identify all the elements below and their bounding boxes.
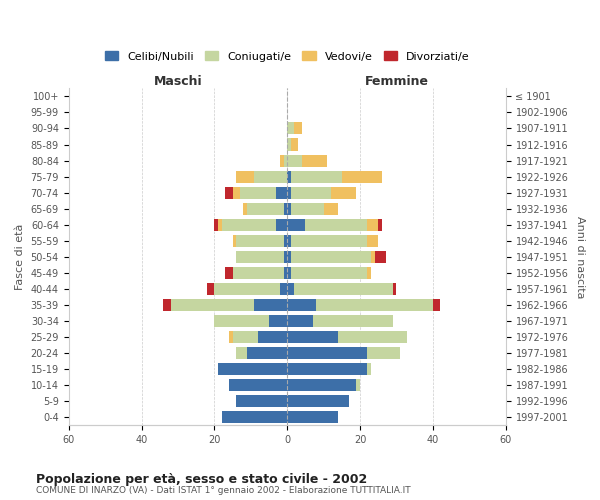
Bar	[323, 202, 338, 214]
Bar	[236, 170, 254, 182]
Bar	[393, 283, 397, 295]
Bar	[244, 202, 247, 214]
Bar	[284, 235, 287, 247]
Bar	[207, 283, 214, 295]
Bar	[287, 218, 305, 230]
Bar	[291, 202, 323, 214]
Bar	[291, 235, 367, 247]
Bar	[367, 363, 371, 375]
Bar	[287, 170, 291, 182]
Bar	[221, 218, 276, 230]
Bar	[287, 251, 291, 263]
Bar	[287, 138, 291, 150]
Bar	[233, 331, 258, 343]
Bar	[342, 170, 382, 182]
Text: COMUNE DI INARZO (VA) - Dati ISTAT 1° gennaio 2002 - Elaborazione TUTTITALIA.IT: COMUNE DI INARZO (VA) - Dati ISTAT 1° ge…	[36, 486, 410, 495]
Bar	[269, 315, 287, 327]
Bar	[284, 267, 287, 279]
Bar	[287, 299, 316, 311]
Bar	[374, 251, 386, 263]
Bar	[287, 395, 349, 407]
Text: Maschi: Maschi	[154, 74, 202, 88]
Bar	[229, 331, 233, 343]
Bar	[356, 379, 360, 391]
Bar	[233, 186, 240, 198]
Bar	[280, 283, 287, 295]
Bar	[218, 363, 287, 375]
Bar	[331, 186, 356, 198]
Bar	[163, 299, 170, 311]
Bar	[258, 331, 287, 343]
Bar	[287, 202, 291, 214]
Text: Popolazione per età, sesso e stato civile - 2002: Popolazione per età, sesso e stato civil…	[36, 472, 367, 486]
Bar	[371, 251, 374, 263]
Bar	[287, 186, 291, 198]
Bar	[287, 363, 367, 375]
Bar	[284, 251, 287, 263]
Bar	[287, 267, 291, 279]
Bar	[305, 218, 367, 230]
Bar	[295, 283, 393, 295]
Bar	[214, 218, 218, 230]
Bar	[170, 299, 254, 311]
Bar	[287, 283, 295, 295]
Bar	[218, 218, 221, 230]
Bar	[214, 283, 280, 295]
Bar	[287, 331, 338, 343]
Bar	[433, 299, 440, 311]
Bar	[225, 186, 233, 198]
Text: Femmine: Femmine	[364, 74, 428, 88]
Bar	[338, 331, 407, 343]
Bar	[287, 379, 356, 391]
Bar	[247, 347, 287, 359]
Y-axis label: Anni di nascita: Anni di nascita	[575, 216, 585, 298]
Bar	[302, 154, 327, 166]
Legend: Celibi/Nubili, Coniugati/e, Vedovi/e, Divorziati/e: Celibi/Nubili, Coniugati/e, Vedovi/e, Di…	[101, 46, 474, 66]
Bar	[229, 379, 287, 391]
Bar	[254, 170, 287, 182]
Bar	[284, 202, 287, 214]
Bar	[367, 267, 371, 279]
Bar	[316, 299, 433, 311]
Bar	[284, 154, 287, 166]
Bar	[276, 218, 287, 230]
Bar	[287, 315, 313, 327]
Bar	[236, 347, 247, 359]
Bar	[291, 251, 371, 263]
Bar	[280, 154, 284, 166]
Bar	[378, 218, 382, 230]
Bar	[291, 138, 298, 150]
Y-axis label: Fasce di età: Fasce di età	[15, 224, 25, 290]
Bar	[247, 202, 284, 214]
Bar	[236, 395, 287, 407]
Bar	[291, 267, 367, 279]
Bar	[295, 122, 302, 134]
Bar	[291, 170, 342, 182]
Bar	[367, 235, 378, 247]
Bar	[287, 347, 367, 359]
Bar	[233, 267, 284, 279]
Bar	[236, 235, 284, 247]
Bar	[236, 251, 284, 263]
Bar	[240, 186, 276, 198]
Bar	[291, 186, 331, 198]
Bar	[287, 122, 295, 134]
Bar	[287, 411, 338, 424]
Bar	[254, 299, 287, 311]
Bar	[313, 315, 393, 327]
Bar	[367, 218, 378, 230]
Bar	[367, 347, 400, 359]
Bar	[225, 267, 233, 279]
Bar	[221, 411, 287, 424]
Bar	[214, 315, 269, 327]
Bar	[233, 235, 236, 247]
Bar	[287, 154, 302, 166]
Bar	[276, 186, 287, 198]
Bar	[287, 235, 291, 247]
